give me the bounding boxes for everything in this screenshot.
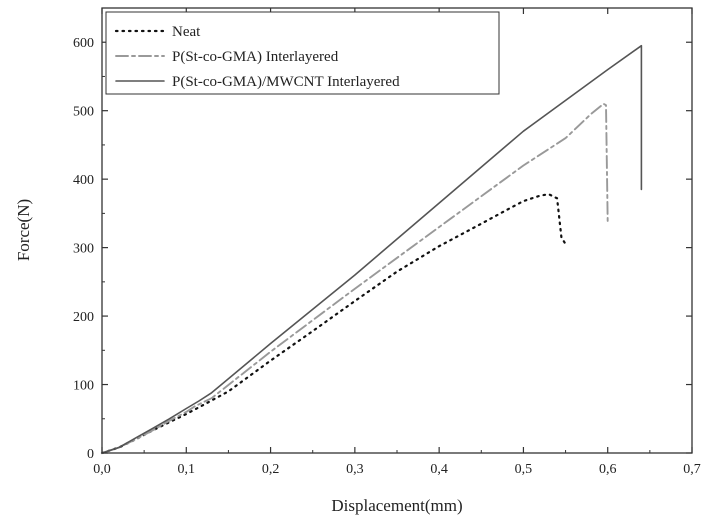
series-line [100, 193, 567, 455]
series-line [101, 102, 609, 454]
x-tick-label: 0,6 [599, 462, 617, 477]
legend-box [105, 11, 500, 95]
legend: Neat P(St-co-GMA) Interlayered P(St-co-GMA… [105, 11, 500, 95]
tick-layer: 0,0 0,1 0,2 0,3 0,4 0,5 0,6 0,7 0 100 200 300 400 500… [73, 8, 701, 477]
y-tick-label: 500 [73, 105, 94, 120]
y-tick-label: 600 [73, 36, 94, 51]
x-tick-label: 0,0 [93, 462, 111, 477]
y-tick-label: 100 [73, 379, 94, 394]
legend-label: P(St-co-GMA) Interlayered [172, 49, 339, 65]
x-tick-label: 0,3 [346, 462, 364, 477]
series-line [101, 44, 643, 454]
y-tick-label: 200 [73, 310, 94, 325]
legend-label: P(St-co-GMA)/MWCNT Interlayered [172, 74, 400, 90]
x-tick-label: 0,5 [515, 462, 533, 477]
legend-label: Neat [172, 24, 201, 40]
x-tick-label: 0,4 [430, 462, 448, 477]
series-layer [100, 44, 643, 455]
y-tick-label: 400 [73, 173, 94, 188]
x-tick-label: 0,7 [683, 462, 701, 477]
y-tick-label: 300 [73, 242, 94, 257]
y-tick-label: 0 [87, 447, 94, 462]
x-tick-label: 0,1 [178, 462, 196, 477]
y-axis-title: Force(N) [14, 199, 33, 261]
x-axis-title: Displacement(mm) [331, 496, 462, 515]
x-tick-label: 0,2 [262, 462, 280, 477]
